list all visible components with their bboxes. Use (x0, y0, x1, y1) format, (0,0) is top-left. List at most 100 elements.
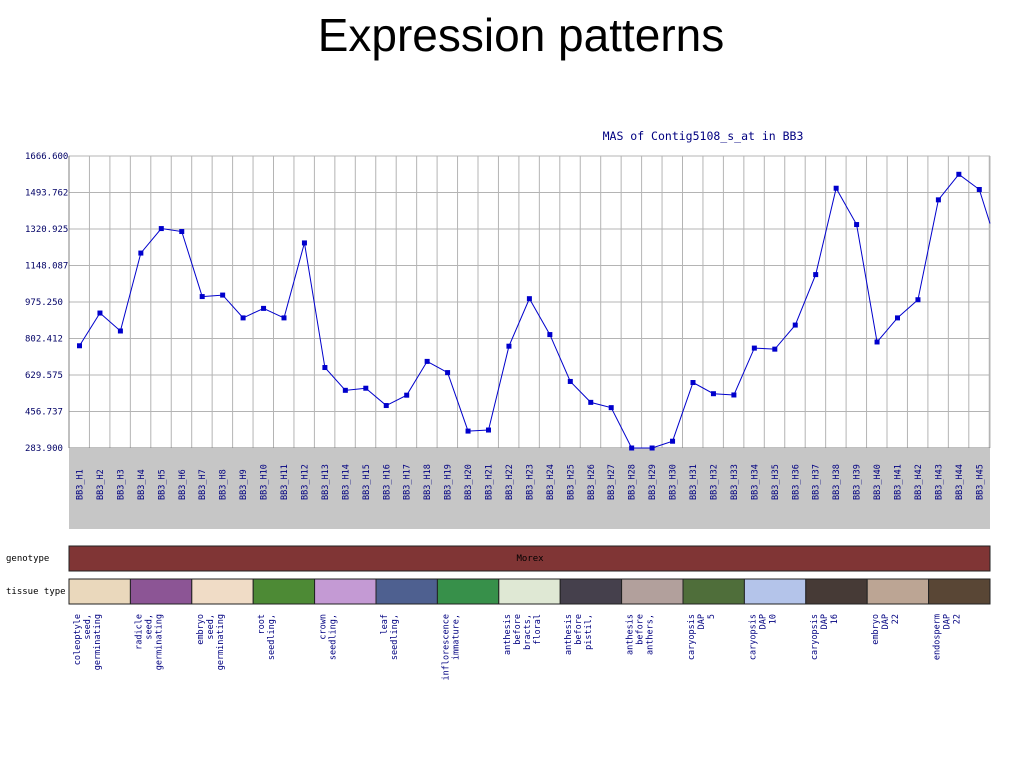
x-tick-label: BB3_H20 (464, 464, 474, 500)
data-point (363, 385, 369, 391)
tissue-type-bar (68, 578, 991, 605)
data-point (465, 428, 471, 434)
tissue-label: embryo (196, 614, 206, 645)
data-point (813, 272, 819, 278)
data-point (404, 392, 410, 398)
y-tick-label: 456.737 (25, 408, 63, 418)
tissue-label: seedling, (329, 614, 339, 660)
tissue-label: root (257, 614, 267, 634)
x-tick-label: BB3_H15 (362, 464, 372, 500)
tissue-label: floral (533, 614, 543, 645)
tissue-label: endosperm (933, 614, 943, 660)
tissue-label: caryopsis (748, 614, 758, 660)
data-point (670, 438, 676, 444)
tissue-label: inflorescence (441, 614, 451, 681)
x-tick-label: BB3_H22 (505, 464, 515, 500)
x-tick-label: BB3_H13 (321, 464, 331, 500)
tissue-label: before (574, 614, 584, 645)
data-point (629, 445, 635, 451)
data-point (199, 294, 205, 300)
data-point (588, 399, 594, 405)
x-tick-label: BB3_H21 (485, 464, 495, 500)
tissue-label: anthesis (564, 614, 574, 655)
x-tick-label: BB3_H42 (914, 464, 924, 500)
x-tick-label: BB3_H4 (137, 469, 147, 500)
tissue-label: DAP (943, 614, 953, 629)
tissue-label: embryo (871, 614, 881, 645)
x-tick-label: BB3_H38 (832, 464, 842, 500)
tissue-label: 22 (891, 614, 901, 624)
tissue-label: anthesis (503, 614, 513, 655)
data-point (301, 240, 307, 246)
x-tick-label: BB3_H18 (423, 464, 433, 500)
tissue-label: seed, (144, 614, 154, 640)
x-tick-label: BB3_H8 (219, 469, 229, 500)
tissue-label: DAP (697, 614, 707, 629)
tissue-label: DAP (820, 614, 830, 629)
series-line (77, 171, 991, 451)
tissue-segment (68, 578, 131, 605)
tissue-segment (621, 578, 684, 605)
tissue-segment (805, 578, 868, 605)
x-tick-label: BB3_H23 (525, 464, 535, 500)
tissue-label: coleoptyle (73, 614, 83, 665)
x-tick-label: BB3_H24 (546, 464, 556, 500)
data-point (854, 222, 860, 228)
tissue-segment (743, 578, 807, 605)
data-point (281, 315, 287, 321)
tissue-label: immature, (451, 614, 461, 660)
data-point (792, 322, 798, 328)
data-point (833, 185, 839, 191)
x-tick-label: BB3_H31 (689, 464, 699, 500)
tissue-label: 22 (953, 614, 963, 624)
series-polyline (79, 173, 991, 449)
x-tick-label: BB3_H34 (750, 464, 760, 500)
data-point (710, 391, 716, 397)
y-tick-labels: 1666.600 1493.762 1320.925 1148.087 975.250 8… (25, 152, 68, 454)
data-point (158, 226, 164, 232)
data-point (935, 197, 941, 203)
tissue-label: DAP (758, 614, 768, 629)
tissue-segment (559, 578, 623, 605)
x-tick-label: BB3_H41 (894, 464, 904, 500)
data-point (322, 365, 328, 371)
x-label-band (69, 448, 990, 529)
tissue-segment (928, 578, 991, 605)
x-tick-label: BB3_H10 (260, 464, 270, 500)
x-tick-label: BB3_H27 (607, 464, 617, 500)
tissue-label: leaf (380, 614, 390, 634)
y-tick-label: 802.412 (25, 335, 63, 345)
data-point (117, 328, 123, 334)
data-point (874, 339, 880, 345)
tissue-label: crown (319, 614, 329, 640)
genotype-bar (68, 545, 991, 572)
tissue-segment (314, 578, 377, 605)
tissue-segment (682, 578, 745, 605)
data-point (547, 332, 553, 338)
x-tick-label: BB3_H19 (444, 464, 454, 500)
x-tick-label: BB3_H25 (566, 464, 576, 500)
x-tick-label: BB3_H32 (709, 464, 719, 500)
tissue-segment (498, 578, 561, 605)
x-tick-label: BB3_H2 (96, 469, 106, 500)
tissue-label: seedling, (267, 614, 277, 660)
tissue-label: germinating (154, 614, 164, 670)
genotype-value: Morex (516, 554, 544, 564)
x-tick-label: BB3_H14 (341, 464, 351, 500)
data-point (915, 297, 921, 303)
x-tick-label: BB3_H7 (198, 469, 208, 500)
tissue-label: 5 (707, 614, 717, 619)
data-point (895, 315, 900, 321)
data-point (486, 427, 491, 433)
tissue-label: before (513, 614, 523, 645)
tissue-segment (191, 578, 254, 605)
x-tick-label: BB3_H5 (157, 469, 167, 500)
data-point (526, 296, 532, 302)
data-point (751, 345, 757, 351)
x-tick-label: BB3_H36 (791, 464, 801, 500)
tissue-label: bracts, (523, 614, 533, 650)
y-tick-label: 629.575 (25, 371, 63, 381)
y-tick-label: 1320.925 (25, 225, 68, 235)
data-point (772, 346, 778, 352)
x-tick-label: BB3_H16 (382, 464, 392, 500)
